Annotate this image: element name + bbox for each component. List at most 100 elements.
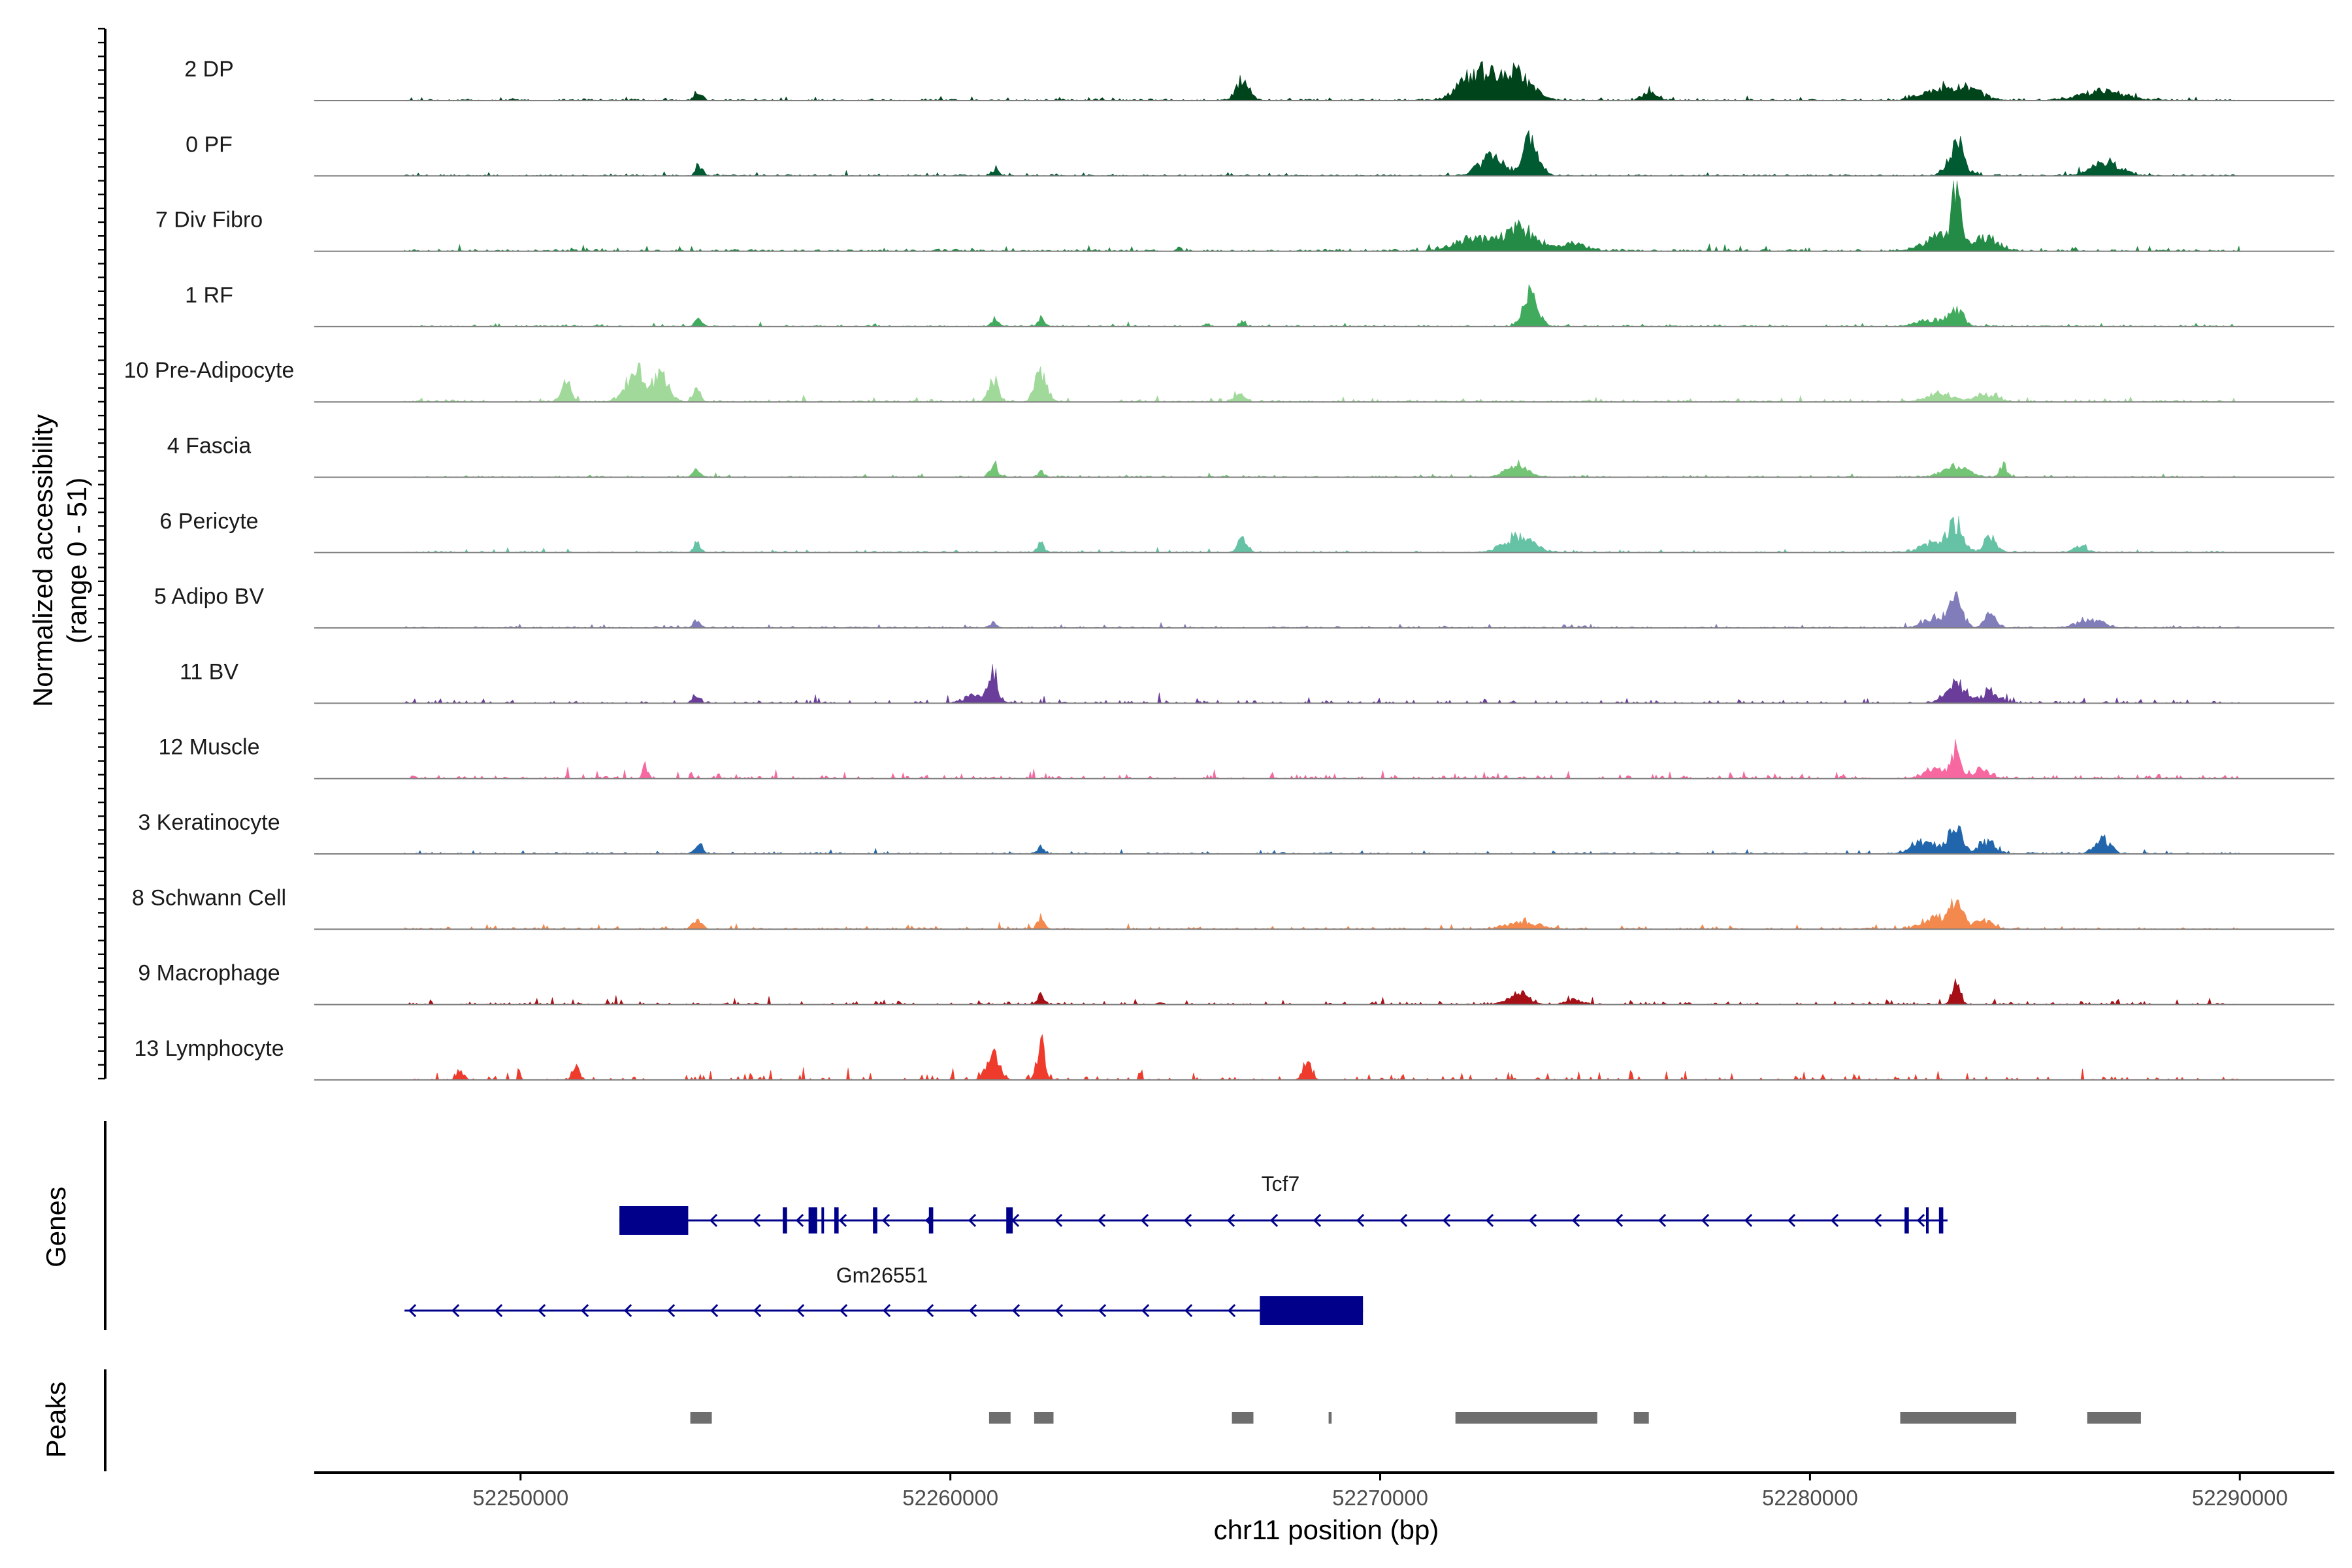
strand-arrow (795, 1213, 804, 1228)
strand-arrow (1701, 1213, 1710, 1228)
strand-arrow (969, 1303, 977, 1318)
track-8-schwann-cell: 8 Schwann Cell (132, 885, 2334, 930)
gene-exon (1260, 1296, 1364, 1325)
coverage-tracks: 2 DP 0 PF 7 Div Fibro 1 RF 10 Pre-Adipocyte 4… (124, 57, 2334, 1081)
gene-exon (1904, 1207, 1909, 1233)
track-label: 7 Div Fibro (155, 208, 263, 233)
strand-arrow (1399, 1213, 1408, 1228)
coverage-area (404, 363, 2240, 402)
coverage-area (404, 61, 2241, 101)
gene-exon (873, 1207, 877, 1233)
track-label: 12 Muscle (159, 735, 260, 760)
gene-gm26551: Gm26551 (404, 1264, 1364, 1325)
y-axis-range: (range 0 - 51) (61, 478, 92, 644)
coverage-area (404, 664, 2240, 704)
gene-exon (1926, 1207, 1929, 1233)
strand-arrow (1744, 1213, 1753, 1228)
strand-arrow (1226, 1213, 1235, 1228)
peak-region (1232, 1412, 1254, 1424)
strand-arrow (451, 1303, 460, 1318)
strand-arrow (1571, 1213, 1580, 1228)
strand-arrow (796, 1303, 805, 1318)
peaks-panel (690, 1412, 2141, 1424)
coverage-area (404, 978, 2240, 1005)
track-7-div-fibro: 7 Div Fibro (155, 180, 2334, 252)
track-label: 6 Pericyte (159, 509, 258, 534)
coverage-area (404, 284, 2241, 327)
peak-region (1633, 1412, 1649, 1424)
coverage-area (404, 180, 2240, 252)
gene-exon (821, 1207, 825, 1233)
strand-arrow (840, 1303, 848, 1318)
peak-region (2087, 1412, 2141, 1424)
strand-arrow (667, 1303, 676, 1318)
track-label: 10 Pre-Adipocyte (124, 358, 295, 383)
track-0-pf: 0 PF (186, 129, 2334, 177)
strand-arrow (1269, 1213, 1279, 1228)
strand-arrow (709, 1213, 718, 1228)
strand-arrow (1873, 1213, 1882, 1228)
genes-panel-label: Genes (41, 1186, 71, 1267)
track-5-adipo-bv: 5 Adipo BV (154, 584, 2334, 629)
track-6-pericyte: 6 Pericyte (159, 509, 2334, 553)
coverage-area (404, 825, 2240, 855)
strand-arrow (408, 1303, 417, 1318)
strand-arrow (1528, 1213, 1537, 1228)
track-9-macrophage: 9 Macrophage (138, 961, 2334, 1005)
strand-arrow (1356, 1213, 1365, 1228)
track-1-rf: 1 RF (185, 283, 2334, 327)
strand-arrow (1787, 1213, 1796, 1228)
strand-arrow (883, 1303, 891, 1318)
strand-arrow (1442, 1213, 1451, 1228)
track-label: 3 Keratinocyte (138, 810, 280, 835)
gene-exon (783, 1207, 787, 1233)
strand-arrow (1485, 1213, 1494, 1228)
coverage-area (404, 129, 2240, 176)
track-label: 0 PF (186, 132, 233, 157)
strand-arrow (1055, 1303, 1064, 1318)
strand-arrow (1183, 1213, 1192, 1228)
strand-arrow (1097, 1213, 1106, 1228)
strand-arrow (710, 1303, 719, 1318)
gene-exon (1938, 1207, 1944, 1233)
x-tick-label: 52280000 (1762, 1486, 1858, 1510)
gene-exon (619, 1206, 689, 1235)
strand-arrow (1313, 1213, 1322, 1228)
strand-arrow (881, 1213, 890, 1228)
strand-arrow (538, 1303, 546, 1318)
strand-arrow (581, 1303, 589, 1318)
track-3-keratinocyte: 3 Keratinocyte (138, 810, 2334, 855)
strand-arrow (495, 1303, 503, 1318)
track-label: 5 Adipo BV (154, 584, 265, 609)
track-10-pre-adipocyte: 10 Pre-Adipocyte (124, 358, 2334, 403)
peaks-panel-label: Peaks (41, 1382, 71, 1458)
gene-tcf7: Tcf7 (619, 1172, 1948, 1235)
strand-arrow (1140, 1213, 1149, 1228)
track-label: 8 Schwann Cell (132, 885, 286, 910)
strand-arrow (1054, 1213, 1063, 1228)
strand-arrow (1830, 1213, 1839, 1228)
gene-name-label: Gm26551 (836, 1264, 928, 1287)
coverage-area (404, 1034, 2240, 1081)
strand-arrow (1228, 1303, 1236, 1318)
strand-arrow (753, 1303, 762, 1318)
strand-arrow (1658, 1213, 1667, 1228)
track-13-lymphocyte: 13 Lymphocyte (134, 1034, 2334, 1081)
track-label: 2 DP (184, 57, 234, 82)
gene-name-label: Tcf7 (1262, 1172, 1300, 1196)
strand-arrow (968, 1213, 977, 1228)
peak-region (690, 1412, 712, 1424)
track-label: 1 RF (185, 283, 233, 308)
track-label: 11 BV (180, 659, 238, 684)
track-label: 4 Fascia (167, 434, 252, 459)
track-12-muscle: 12 Muscle (159, 735, 2334, 779)
coverage-area (404, 459, 2241, 478)
peak-region (988, 1412, 1011, 1424)
strand-arrow (1098, 1303, 1107, 1318)
x-tick-label: 52270000 (1332, 1486, 1428, 1510)
y-axis-title: Normalized accessibility (27, 414, 58, 707)
coverage-area (404, 515, 2240, 553)
track-label: 9 Macrophage (138, 961, 280, 986)
coverage-area (404, 591, 2240, 629)
